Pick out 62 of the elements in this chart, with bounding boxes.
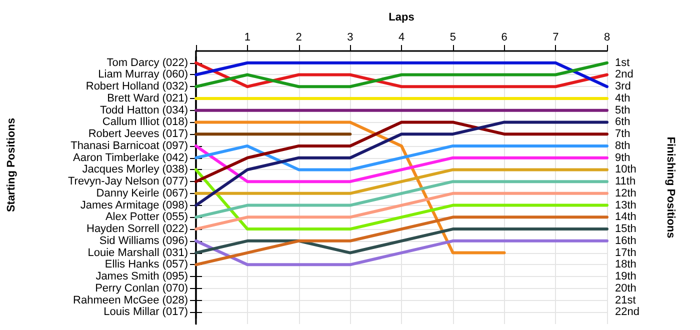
y2-tick-label: 21st [615, 294, 636, 306]
category-label: Perry Conlan (070) [95, 282, 188, 294]
category-label: Liam Murray (060) [98, 68, 188, 81]
line-series [194, 168, 608, 231]
category-label: Louis Millar (017) [104, 306, 188, 318]
y2-tick-label: 1st [615, 56, 630, 69]
line-series [194, 216, 608, 266]
category-label: James Armitage (098) [80, 199, 188, 212]
line-series [194, 192, 608, 231]
category-label: Louie Marshall (031) [88, 246, 188, 259]
y2-tick-label: 11th [615, 176, 636, 188]
x-axis-title: Laps [388, 12, 414, 24]
x-tick-label: 5 [450, 32, 456, 44]
category-label: Todd Hatton (034) [100, 104, 188, 116]
y2-tick-label: 18th [615, 258, 636, 271]
category-label: Hayden Sorrell (022) [86, 223, 188, 236]
y2-tick-label: 4th [615, 92, 630, 104]
category-label: Alex Potter (055) [105, 211, 188, 224]
y2-axis-title: Finishing Positions [664, 136, 676, 238]
y2-tick-label: 16th [615, 234, 636, 247]
category-label: Brett Ward (021) [107, 92, 188, 104]
x-tick-label: 3 [347, 32, 354, 44]
line-series [194, 120, 608, 207]
y2-tick-label: 3rd [615, 80, 631, 93]
y2-tick-label: 6th [615, 116, 630, 128]
x-tick-label: 6 [501, 32, 508, 44]
y2-tick-label: 17th [615, 246, 636, 259]
text: Starting Positions [6, 118, 18, 212]
y2-tick-label: 5th [615, 104, 630, 116]
x-tick-label: 8 [604, 32, 610, 44]
category-label: Jacques Morley (038) [82, 164, 188, 176]
x-tick-label: 7 [552, 32, 559, 44]
line-series [194, 120, 608, 184]
category-label: Robert Jeeves (017) [88, 128, 188, 140]
y2-tick-label: 2nd [615, 68, 634, 81]
y2-tick-label: 22nd [615, 306, 640, 318]
y2-tick-label: 20th [615, 282, 636, 294]
y2-tick-label: 7th [615, 128, 630, 140]
y2-tick-label: 13th [615, 199, 636, 212]
category-label: Ellis Hanks (057) [104, 258, 188, 271]
line-series [194, 144, 608, 184]
x-tick-label: 1 [244, 32, 250, 44]
category-label: James Smith (095) [96, 270, 188, 283]
category-label: Sid Williams (096) [99, 234, 188, 247]
y2-tick-label: 12th [615, 187, 636, 200]
category-label: Tom Darcy (022) [106, 56, 188, 69]
category-label: Thanasi Barnicoat (097) [70, 140, 188, 152]
category-label: Danny Keirle (067) [96, 187, 188, 200]
line-series [194, 180, 608, 219]
y2-tick-label: 9th [615, 152, 630, 164]
category-label: Trevyn-Jay Nelson (077) [68, 176, 188, 188]
y2-tick-label: 19th [615, 270, 636, 283]
y2-tick-label: 15th [615, 223, 636, 236]
x-tick-label: 4 [398, 32, 405, 44]
category-label: Aaron Timberlake (042) [73, 152, 188, 164]
y2-tick-label: 8th [615, 140, 630, 152]
category-label: Rahmeen McGee (028) [73, 294, 188, 306]
y2-tick-label: 14th [615, 211, 636, 224]
category-label: Robert Holland (032) [86, 80, 188, 93]
y2-tick-label: 10th [615, 164, 636, 176]
category-label: Callum Illiot (018) [102, 116, 188, 128]
x-tick-label: 2 [296, 32, 302, 44]
